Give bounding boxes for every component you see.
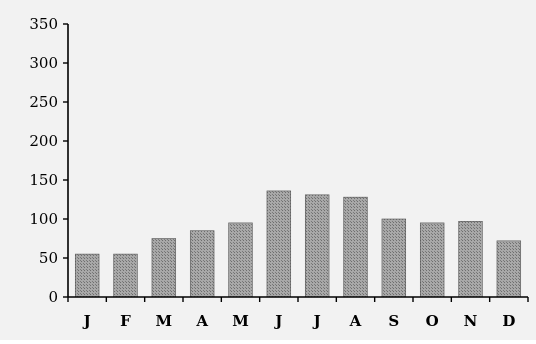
x-tick-label: J — [82, 312, 91, 330]
bar — [419, 222, 445, 298]
bar — [458, 221, 483, 298]
x-tick-label: J — [273, 312, 282, 330]
bar — [343, 196, 368, 298]
y-tick-label: 200 — [29, 132, 58, 150]
bar — [151, 238, 177, 298]
x-tick-label: A — [195, 312, 208, 330]
x-tick-label: S — [388, 312, 399, 330]
bars — [74, 190, 522, 298]
y-tick-label: 150 — [29, 171, 58, 189]
y-tick-label: 100 — [29, 210, 58, 228]
y-axis: 0 50 100 150 200 250 300 350 — [29, 15, 69, 306]
bar — [189, 230, 215, 298]
x-tick-label: M — [232, 312, 249, 330]
y-tick-label: 300 — [29, 54, 58, 72]
x-tick-label: D — [502, 312, 515, 330]
x-tick-label: J — [312, 312, 321, 330]
x-tick-label: A — [349, 312, 362, 330]
y-tick-label: 0 — [48, 288, 58, 306]
y-tick-label: 50 — [39, 249, 58, 267]
x-tick-label: N — [464, 312, 478, 330]
x-tick-label: M — [156, 312, 173, 330]
y-tick-label: 250 — [29, 93, 58, 111]
x-tick-label: O — [426, 312, 439, 330]
bar — [228, 222, 253, 298]
bar — [266, 190, 292, 298]
bar — [74, 253, 100, 298]
bar — [304, 194, 330, 298]
x-tick-label: F — [120, 312, 131, 330]
bar — [381, 218, 407, 298]
bar — [113, 253, 138, 298]
bar — [496, 240, 522, 298]
y-tick-label: 350 — [29, 15, 58, 33]
